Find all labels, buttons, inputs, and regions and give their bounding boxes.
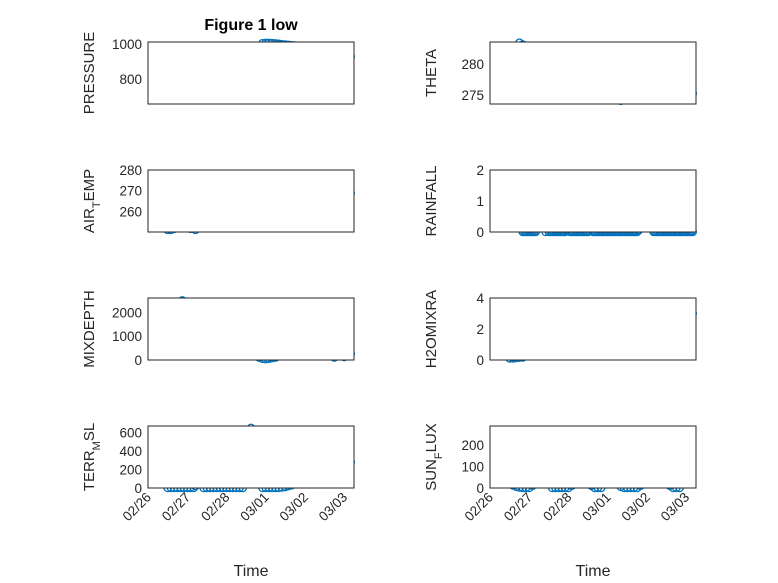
axes-box <box>147 297 355 361</box>
y-axis-label-part: M <box>91 441 103 450</box>
y-axis-label-part: THETA <box>423 49 440 97</box>
y-tick-label: 2 <box>476 163 484 178</box>
axes-box <box>489 41 697 105</box>
y-tick-label: 0 <box>134 481 142 496</box>
y-axis-label: H2OMIXRA <box>423 290 440 368</box>
y-axis-label-part: LUX <box>423 423 440 452</box>
y-axis-label-part: EMP <box>81 169 98 202</box>
y-tick-label: 275 <box>461 88 484 103</box>
axes-box <box>489 169 697 233</box>
y-axis-label-part: SL <box>81 423 98 441</box>
subplot-3: 0 1 2 RAINFALL <box>423 163 697 240</box>
y-tick-label: 400 <box>119 444 142 459</box>
y-tick-label: 1 <box>476 194 484 209</box>
y-axis-label: RAINFALL <box>423 166 440 237</box>
y-axis-label: PRESSURE <box>81 32 98 115</box>
y-tick-label: 0 <box>476 481 484 496</box>
y-axis-label-part: RAINFALL <box>423 166 440 237</box>
axes-box <box>147 425 355 489</box>
y-axis-label-part: H2OMIXRA <box>423 290 440 368</box>
y-tick-label: 280 <box>119 163 142 178</box>
y-tick-label: 280 <box>461 57 484 72</box>
subplot-0: 800 1000 PRESSURE Figure 1 low <box>81 17 355 115</box>
y-tick-label: 200 <box>461 438 484 453</box>
axes-box <box>489 297 697 361</box>
y-tick-label: 1000 <box>112 37 142 52</box>
y-axis-label-part: PRESSURE <box>81 32 98 115</box>
subplot-2: 260 270 280 AIRTEMP <box>81 163 355 235</box>
y-axis-label: THETA <box>423 49 440 97</box>
y-tick-label: 1000 <box>112 329 142 344</box>
y-axis-label: MIXDEPTH <box>81 290 98 368</box>
y-axis-label: AIRTEMP <box>81 169 103 233</box>
y-axis-label: SUNFLUX <box>423 423 445 491</box>
y-axis-label-part: SUN <box>423 459 440 491</box>
y-tick-label: 0 <box>134 353 142 368</box>
y-tick-label: 100 <box>461 460 484 475</box>
y-axis-label-part: F <box>433 452 445 459</box>
y-axis-label: TERRMSL <box>81 423 103 491</box>
y-tick-label: 260 <box>119 204 142 219</box>
y-axis-label-part: MIXDEPTH <box>81 290 98 368</box>
axes-box <box>147 169 355 233</box>
axes-box <box>147 41 355 105</box>
chart-title: Figure 1 low <box>204 17 298 34</box>
y-tick-label: 0 <box>476 225 484 240</box>
subplot-5: 0 2 4 H2OMIXRA <box>423 290 697 368</box>
subplot-1: 275 280 THETA <box>423 38 697 106</box>
axes-box <box>489 425 697 489</box>
x-axis-label: Time <box>234 563 269 580</box>
y-axis-label-part: AIR <box>81 208 98 233</box>
y-axis-label-part: T <box>91 201 103 208</box>
y-tick-label: 4 <box>476 291 484 306</box>
y-tick-label: 2000 <box>112 305 142 320</box>
y-tick-label: 200 <box>119 462 142 477</box>
y-tick-label: 600 <box>119 425 142 440</box>
y-tick-label: 800 <box>119 72 142 87</box>
y-axis-label-part: TERR <box>81 450 98 491</box>
subplot-4: 0 1000 2000 MIXDEPTH <box>81 290 355 368</box>
y-tick-label: 2 <box>476 322 484 337</box>
y-tick-label: 270 <box>119 184 142 199</box>
y-tick-label: 0 <box>476 353 484 368</box>
x-axis-label: Time <box>576 563 611 580</box>
